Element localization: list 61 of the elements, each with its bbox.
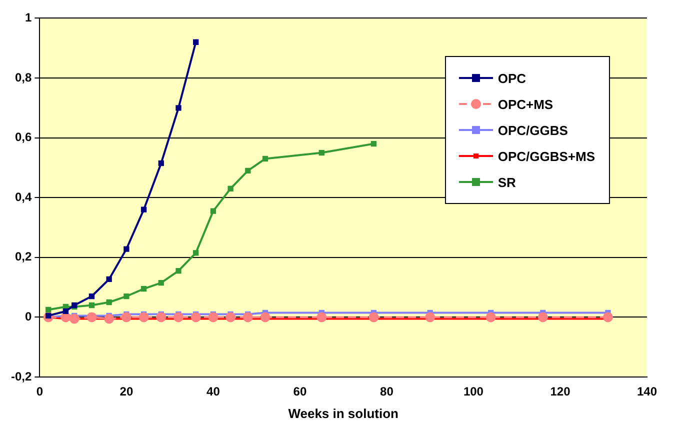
legend-label: OPC/GGBS+MS	[498, 148, 595, 164]
point	[425, 312, 436, 322]
point	[486, 312, 496, 322]
point	[190, 312, 201, 322]
point	[318, 150, 324, 156]
point	[138, 312, 149, 322]
point	[176, 268, 182, 274]
point	[88, 302, 95, 308]
y-tick-label: 1	[24, 10, 32, 25]
y-tick-label: 0,4	[14, 190, 32, 204]
point	[106, 276, 112, 282]
y-tick-label: 0,2	[14, 250, 32, 264]
y-tick-label: 0,6	[14, 130, 32, 144]
point	[46, 306, 52, 313]
point	[158, 280, 164, 286]
point	[208, 312, 218, 322]
x-tick-label: 20	[120, 384, 134, 399]
legend-label: OPC/GGBS	[498, 122, 568, 138]
point	[260, 312, 270, 322]
point	[193, 39, 199, 45]
point	[226, 312, 236, 322]
legend-label: OPC+MS	[498, 96, 554, 112]
point	[140, 206, 147, 212]
point	[106, 299, 112, 306]
point	[538, 312, 548, 322]
point	[262, 156, 268, 162]
point	[88, 293, 95, 300]
point	[121, 312, 132, 322]
point	[228, 186, 234, 192]
point	[69, 314, 80, 324]
point	[124, 246, 130, 252]
y-tick-label: 0	[24, 310, 32, 324]
point	[316, 312, 327, 322]
point	[193, 250, 199, 256]
x-tick-label: 40	[206, 384, 220, 399]
x-axis-title: Weeks in solution	[288, 406, 399, 421]
point	[140, 286, 147, 292]
x-tick-label: 100	[463, 384, 484, 399]
legend-label: OPC	[498, 70, 526, 86]
point	[173, 312, 184, 322]
x-tick-label: 60	[293, 384, 307, 399]
point	[370, 140, 377, 147]
point	[602, 312, 613, 322]
point	[62, 308, 69, 314]
y-tick-label: 0,8	[14, 70, 32, 84]
y-tick-label: -0,2	[10, 369, 32, 384]
x-tick-label: 80	[380, 384, 394, 399]
x-tick-label: 140	[636, 384, 658, 399]
x-tick-label: 120	[550, 384, 571, 399]
legend-label: SR	[498, 174, 516, 190]
point	[158, 160, 164, 166]
point	[242, 312, 253, 322]
point	[156, 312, 166, 322]
point	[86, 312, 97, 322]
point	[245, 168, 251, 174]
point	[176, 105, 182, 111]
point	[104, 314, 114, 324]
x-tick-label: 0	[36, 384, 44, 399]
point	[210, 208, 216, 214]
point	[124, 293, 130, 300]
point	[368, 312, 379, 322]
